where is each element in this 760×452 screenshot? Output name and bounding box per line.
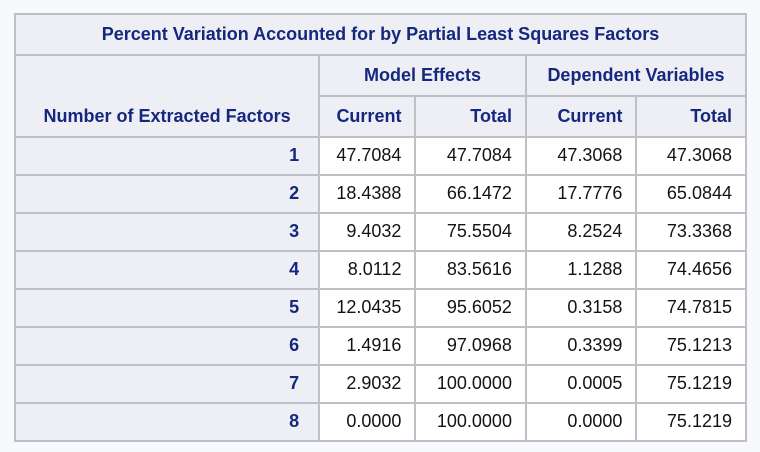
value-cell: 12.0435 [318, 288, 417, 328]
value-cell: 75.1219 [635, 402, 747, 442]
value-cell: 74.7815 [635, 288, 747, 328]
table-row: 4 8.0112 83.5616 1.1288 74.4656 [13, 250, 747, 290]
factor-number-cell: 3 [13, 212, 321, 252]
value-cell: 75.5504 [414, 212, 527, 252]
value-cell: 83.5616 [414, 250, 527, 290]
table-row: 2 18.4388 66.1472 17.7776 65.0844 [13, 174, 747, 214]
factor-number-cell: 5 [13, 288, 321, 328]
value-cell: 8.2524 [524, 212, 638, 252]
table-row: 3 9.4032 75.5504 8.2524 73.3368 [13, 212, 747, 252]
value-cell: 9.4032 [318, 212, 417, 252]
table-row: 5 12.0435 95.6052 0.3158 74.7815 [13, 288, 747, 328]
table-row: 7 2.9032 100.0000 0.0005 75.1219 [13, 364, 747, 404]
pls-variation-table: Percent Variation Accounted for by Parti… [13, 13, 748, 442]
group-header-dependent-variables: Dependent Variables [524, 54, 748, 97]
factor-number-cell: 8 [13, 402, 321, 442]
pls-variation-table-container: Percent Variation Accounted for by Parti… [13, 13, 748, 442]
value-cell: 66.1472 [414, 174, 527, 214]
title-row: Percent Variation Accounted for by Parti… [14, 13, 747, 56]
stub-header: Number of Extracted Factors [13, 54, 321, 138]
value-cell: 18.4388 [318, 174, 417, 214]
factor-number-cell: 2 [13, 174, 321, 214]
value-cell: 2.9032 [318, 364, 417, 404]
value-cell: 95.6052 [414, 288, 527, 328]
value-cell: 0.0000 [318, 402, 417, 442]
table-row: 6 1.4916 97.0968 0.3399 75.1213 [13, 326, 747, 366]
column-header-dv-current: Current [524, 95, 638, 138]
value-cell: 8.0112 [318, 250, 417, 290]
value-cell: 47.3068 [635, 136, 747, 176]
value-cell: 97.0968 [414, 326, 527, 366]
group-header-row: Number of Extracted Factors Model Effect… [13, 54, 748, 138]
column-header-row: Current Total Current Total [15, 95, 747, 138]
value-cell: 0.3399 [524, 326, 638, 366]
column-header-me-current: Current [318, 95, 417, 138]
value-cell: 47.7084 [318, 136, 417, 176]
column-header-me-total: Total [414, 95, 527, 138]
factor-number-cell: 7 [13, 364, 321, 404]
column-header-dv-total: Total [635, 95, 747, 138]
value-cell: 17.7776 [524, 174, 638, 214]
table-row: 1 47.7084 47.7084 47.3068 47.3068 [13, 136, 747, 176]
factor-number-cell: 1 [13, 136, 321, 176]
value-cell: 75.1213 [635, 326, 747, 366]
value-cell: 0.0000 [524, 402, 638, 442]
value-cell: 1.4916 [318, 326, 417, 366]
group-header-model-effects: Model Effects [318, 54, 527, 97]
value-cell: 0.3158 [524, 288, 638, 328]
value-cell: 74.4656 [635, 250, 747, 290]
factor-number-cell: 4 [13, 250, 321, 290]
value-cell: 100.0000 [414, 402, 527, 442]
value-cell: 47.3068 [524, 136, 638, 176]
value-cell: 73.3368 [635, 212, 747, 252]
value-cell: 1.1288 [524, 250, 638, 290]
value-cell: 100.0000 [414, 364, 527, 404]
factor-number-cell: 6 [13, 326, 321, 366]
value-cell: 47.7084 [414, 136, 527, 176]
value-cell: 65.0844 [635, 174, 747, 214]
table-title: Percent Variation Accounted for by Parti… [14, 13, 747, 56]
table-row: 8 0.0000 100.0000 0.0000 75.1219 [13, 402, 747, 442]
value-cell: 75.1219 [635, 364, 747, 404]
value-cell: 0.0005 [524, 364, 638, 404]
